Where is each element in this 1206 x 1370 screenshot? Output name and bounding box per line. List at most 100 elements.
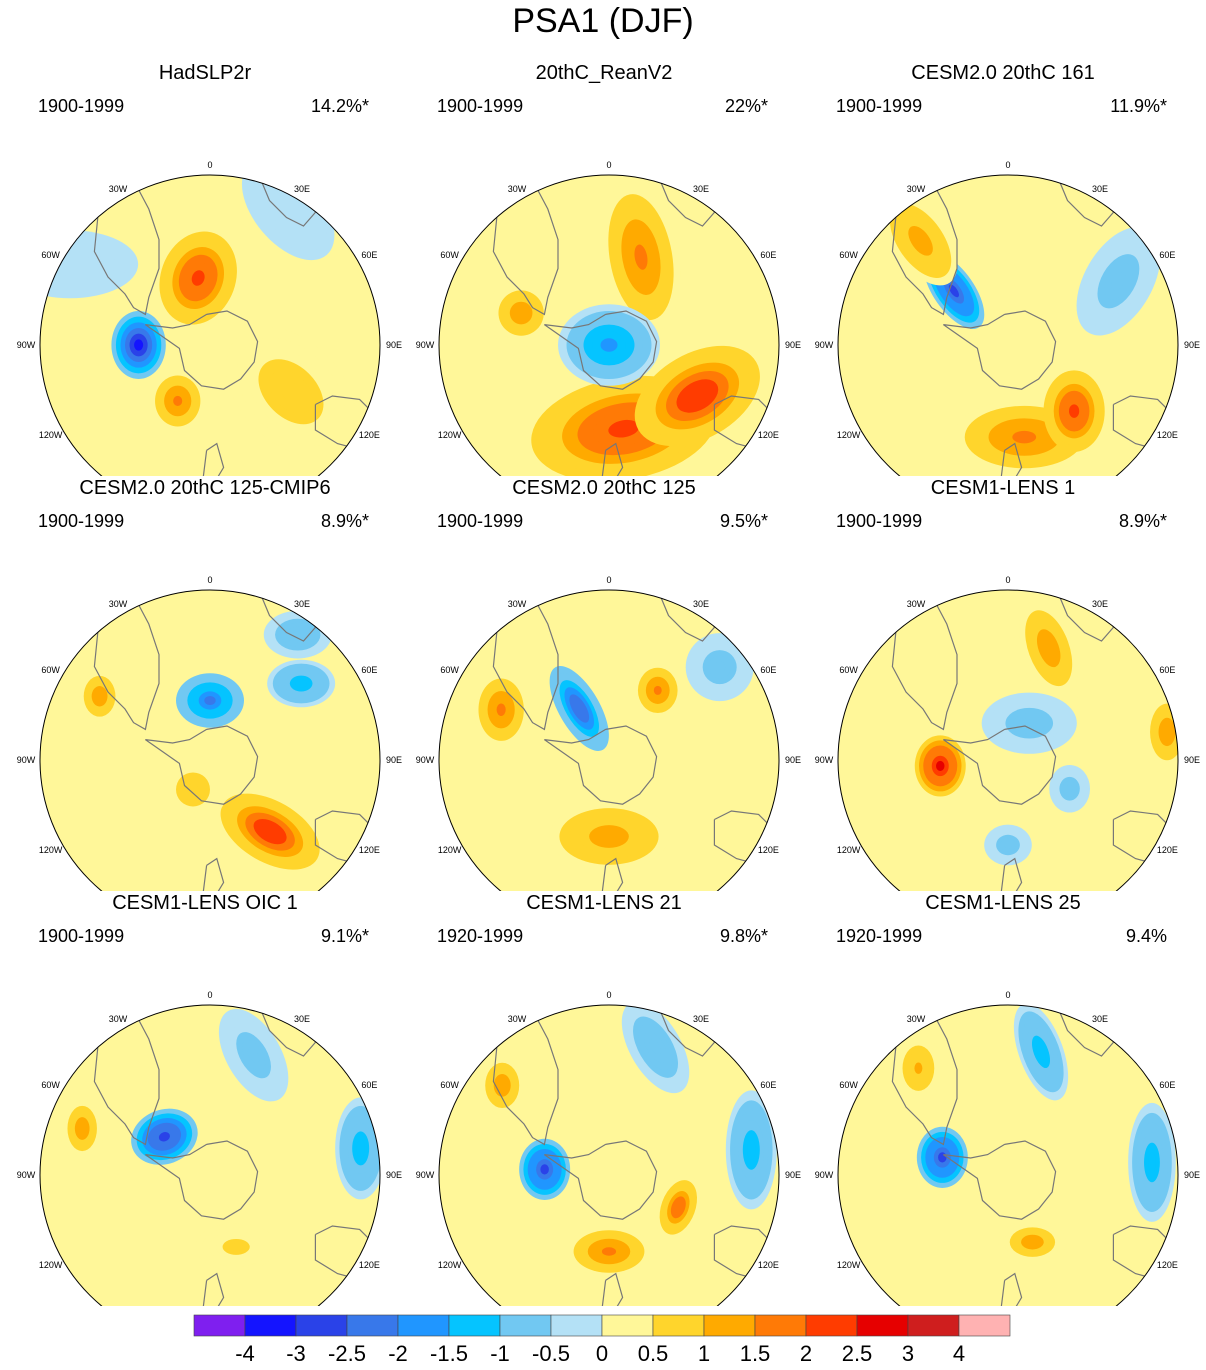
map-boundary [438, 589, 780, 891]
coastline [145, 310, 259, 390]
longitude-label: 90E [1184, 340, 1200, 350]
longitude-label: 30E [693, 184, 709, 194]
longitude-label: 90W [416, 755, 435, 765]
contour-band [280, 380, 302, 403]
colorbar-label: 0 [596, 1341, 608, 1366]
polar-map: 030E60E90E120E150E180150W120W90W60W30W [416, 575, 801, 891]
longitude-label: 120E [359, 430, 380, 440]
coastline [93, 594, 160, 731]
period-label: 1900-1999 [38, 96, 125, 116]
coastline [1000, 442, 1023, 476]
map-boundary [837, 1004, 1179, 1306]
contour-band [634, 244, 648, 270]
coastline [93, 179, 160, 316]
longitude-label: 0 [1005, 990, 1010, 1000]
polar-map: 030E60E90E120E150E180150W120W90W60W30W [416, 160, 801, 476]
period-label: 1920-1999 [836, 926, 923, 946]
longitude-label: 60E [760, 665, 776, 675]
longitude-label: 120E [359, 1260, 380, 1270]
coastline [891, 179, 958, 316]
longitude-label: 90E [386, 1170, 402, 1180]
longitude-label: 120W [837, 430, 861, 440]
longitude-label: 60W [41, 1080, 60, 1090]
colorbar-swatch [652, 1314, 705, 1337]
coastline [544, 310, 658, 390]
contour-band [674, 1201, 683, 1213]
colorbar-label: 4 [953, 1341, 965, 1366]
longitude-label: 120W [438, 845, 462, 855]
polar-map: 030E60E90E120E150E180150W120W90W60W30W [17, 990, 402, 1306]
longitude-label: 120W [438, 1260, 462, 1270]
longitude-label: 60E [361, 250, 377, 260]
coastline [601, 442, 624, 476]
longitude-label: 0 [207, 990, 212, 1000]
coastline [145, 725, 259, 805]
longitude-label: 30E [693, 599, 709, 609]
period-label: 1900-1999 [836, 96, 923, 116]
longitude-label: 90E [785, 1170, 801, 1180]
map-boundary [837, 589, 1179, 891]
longitude-label: 30E [294, 599, 310, 609]
contour-band [1069, 404, 1080, 418]
contour-band [599, 830, 619, 843]
contour-band [496, 703, 506, 716]
longitude-label: 60E [1159, 1080, 1175, 1090]
longitude-label: 0 [207, 160, 212, 170]
colorbar-label: -2.5 [328, 1341, 366, 1366]
longitude-label: 90W [416, 340, 435, 350]
longitude-label: 120W [837, 845, 861, 855]
period-label: 1920-1999 [437, 926, 524, 946]
coastline [544, 725, 658, 805]
colorbar-swatch [907, 1314, 960, 1337]
longitude-label: 120E [758, 430, 779, 440]
contour-band [938, 1152, 947, 1163]
map-boundary [438, 1004, 780, 1306]
colorbar-swatch [346, 1314, 399, 1337]
longitude-label: 60E [1159, 250, 1175, 260]
longitude-label: 60E [1159, 665, 1175, 675]
panel-title: CESM1-LENS OIC 1 [112, 892, 298, 914]
longitude-label: 30W [907, 1014, 926, 1024]
contour-band [134, 339, 144, 351]
colorbar-swatch [295, 1314, 348, 1337]
panel-title: CESM1-LENS 25 [925, 892, 1081, 914]
variance-label: 8.9%* [320, 511, 369, 531]
polar-map: 030E60E90E120E150E180150W120W90W60W30W [17, 160, 402, 476]
contour-band [686, 387, 708, 405]
panel-title: CESM2.0 20thC 125 [512, 477, 696, 499]
contour-band [600, 338, 618, 352]
longitude-label: 30W [109, 599, 128, 609]
longitude-label: 30E [1092, 1014, 1108, 1024]
coastline [145, 1140, 259, 1220]
longitude-label: 0 [606, 990, 611, 1000]
longitude-label: 60W [41, 665, 60, 675]
longitude-label: 60W [839, 665, 858, 675]
longitude-label: 90E [1184, 1170, 1200, 1180]
period-label: 1900-1999 [437, 511, 524, 531]
colorbar-label: 1.5 [740, 1341, 771, 1366]
longitude-label: 0 [1005, 160, 1010, 170]
period-label: 1900-1999 [437, 96, 524, 116]
longitude-label: 0 [606, 575, 611, 585]
longitude-label: 120E [1157, 1260, 1178, 1270]
colorbar-label: 1 [698, 1341, 710, 1366]
longitude-label: 30E [693, 1014, 709, 1024]
map-panel: 030E60E90E120E150E180150W120W90W60W30WCE… [5, 892, 405, 1306]
contour-band [191, 270, 205, 286]
map-panel: 030E60E90E120E150E180150W120W90W60W30WCE… [803, 892, 1203, 1306]
contour-band [515, 307, 527, 319]
contour-band [356, 1139, 365, 1157]
contour-band [158, 1132, 170, 1142]
longitude-label: 30W [508, 184, 527, 194]
longitude-label: 30E [294, 184, 310, 194]
polar-map: 030E60E90E120E150E180150W120W90W60W30W [416, 990, 801, 1306]
map-panel: 030E60E90E120E150E180150W120W90W60W30WCE… [404, 477, 804, 891]
variance-label: 9.4% [1125, 926, 1167, 946]
period-label: 1900-1999 [38, 926, 125, 946]
longitude-label: 30W [907, 599, 926, 609]
contour-band [204, 695, 216, 706]
panel-title: CESM2.0 20thC 161 [911, 62, 1095, 84]
contour-band [653, 685, 662, 695]
contour-band [574, 701, 585, 716]
contour-band [1066, 784, 1074, 793]
